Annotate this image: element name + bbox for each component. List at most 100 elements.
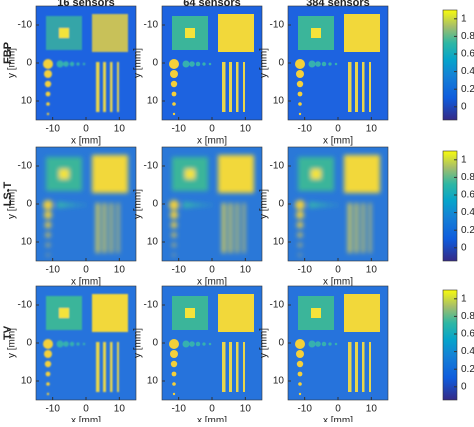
colorbar-tick-label: 0.4 [461,346,474,357]
column-title: 384 sensors [306,0,370,9]
disk [208,342,212,346]
disk [63,202,69,208]
bar-stripe [96,203,100,253]
y-tick-label: 0 [278,58,284,69]
phantom [295,294,380,396]
colorbar [442,150,458,262]
disk [172,382,176,386]
x-tick-label: 0 [83,124,89,135]
bar-stripe [96,62,100,112]
bar-stripe [117,203,119,253]
y-tick-label: 10 [147,237,159,248]
x-axis-label: x [mm] [197,416,227,422]
bar-stripe [117,342,119,392]
x-axis-label: x [mm] [71,277,101,288]
disk [172,253,176,257]
x-axis-label: x [mm] [323,277,353,288]
disk [182,201,190,209]
disk [76,203,80,207]
bar-stripe [236,342,239,392]
disk [170,360,178,368]
disk [182,60,190,68]
y-axis-label: y [mm] [7,48,18,78]
x-tick-label: 0 [209,404,215,415]
row-label: FBP [2,42,14,64]
x-tick-label: 0 [209,124,215,135]
disk [172,243,176,247]
bar-stripe [355,203,358,253]
bar-stripe [110,203,113,253]
disk [46,392,50,396]
disk [46,112,50,116]
y-tick-label: -10 [270,20,285,31]
y-tick-label: 10 [21,96,33,107]
x-tick-label: 0 [83,404,89,415]
disk [298,102,302,106]
disk [298,112,302,116]
square-right [92,155,128,193]
square-right [344,294,380,332]
disk [295,339,305,349]
bar-stripe [369,62,371,112]
colorbar-tick-label: 0 [461,242,467,253]
colorbar-tick-label: 1 [461,293,467,304]
disk [169,59,179,69]
image-panel: -10 0 10 -10 0 10 x [mm] y [mm] 16 sensors [7,0,137,147]
square-inner [185,169,195,179]
y-tick-label: 10 [273,237,285,248]
bar-stripe [348,62,352,112]
disk [170,70,178,78]
disk [321,341,327,347]
bar-stripe [348,342,352,392]
x-tick-label: 0 [335,265,341,276]
image-panel: -10 0 10 -10 0 10 x [mm] y [mm] 384 sensors [259,0,389,147]
bar-stripe [369,203,371,253]
y-axis-label: y [mm] [259,48,270,78]
disk [172,112,176,116]
x-axis-label: x [mm] [323,136,353,147]
x-tick-label: -10 [45,404,60,415]
disk [170,350,178,358]
disk [315,341,321,347]
disk [328,342,332,346]
disk [334,62,338,66]
x-tick-label: 0 [335,124,341,135]
bar-stripe [103,342,106,392]
x-tick-label: 10 [366,265,378,276]
y-tick-label: 0 [26,338,32,349]
disk [169,200,179,210]
disk [208,62,212,66]
x-tick-label: -10 [297,404,312,415]
x-tick-label: 10 [114,404,126,415]
colorbar-tick-label: 0.2 [461,225,474,236]
disk [63,61,69,67]
disk [295,59,305,69]
bar-stripe [243,62,245,112]
disk [43,200,53,210]
bar-stripe [362,203,365,253]
disk [44,80,52,88]
bar-stripe [222,62,226,112]
disk [308,60,316,68]
x-tick-label: 10 [240,404,252,415]
disk [189,61,195,67]
colorbar-tick-label: 0.8 [461,311,474,322]
disk [297,91,303,97]
disk [82,342,86,346]
disk [69,341,75,347]
bar-stripe [243,203,245,253]
bar-stripe [236,203,239,253]
x-tick-label: 0 [335,404,341,415]
phantom [43,155,128,257]
colorbar-tick-label: 0.2 [461,84,474,95]
y-tick-label: -10 [18,161,33,172]
column-title: 64 sensors [183,0,240,9]
bar-stripe [222,342,226,392]
bar-stripe [103,62,106,112]
x-tick-label: 10 [240,124,252,135]
x-tick-label: 10 [366,124,378,135]
colorbar-tick-label: 0.8 [461,31,474,42]
disk [296,211,304,219]
bar-stripe [103,203,106,253]
disk [202,203,206,207]
